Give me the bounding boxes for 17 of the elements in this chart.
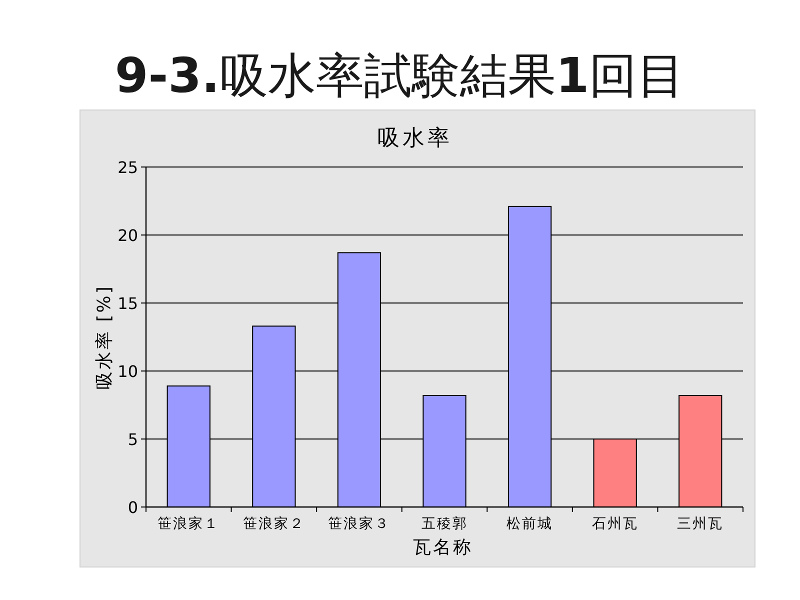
x-tick-label: 松前城 — [506, 516, 554, 532]
y-tick-label: 20 — [118, 226, 138, 245]
x-tick-label: 石州瓦 — [592, 516, 638, 532]
x-tick-label: 五稜郭 — [421, 516, 468, 532]
y-tick-label: 10 — [118, 362, 138, 381]
x-tick-label: 笹浪家１ — [158, 516, 220, 532]
y-tick-label: 5 — [128, 430, 138, 449]
y-tick-label: 0 — [128, 498, 138, 517]
y-tick-label: 25 — [118, 158, 138, 177]
y-axis-title: 吸水率 [%] — [94, 284, 115, 390]
x-axis-title: 瓦名称 — [413, 537, 473, 558]
chart-title: 9-3.吸水率試験結果1回目 — [114, 48, 686, 104]
chart-subtitle: 吸水率 — [378, 126, 452, 151]
x-tick-label: 笹浪家２ — [242, 516, 305, 532]
x-tick-label: 三州瓦 — [677, 516, 724, 532]
y-tick-label: 15 — [118, 294, 138, 313]
x-tick-label: 笹浪家３ — [328, 516, 390, 532]
